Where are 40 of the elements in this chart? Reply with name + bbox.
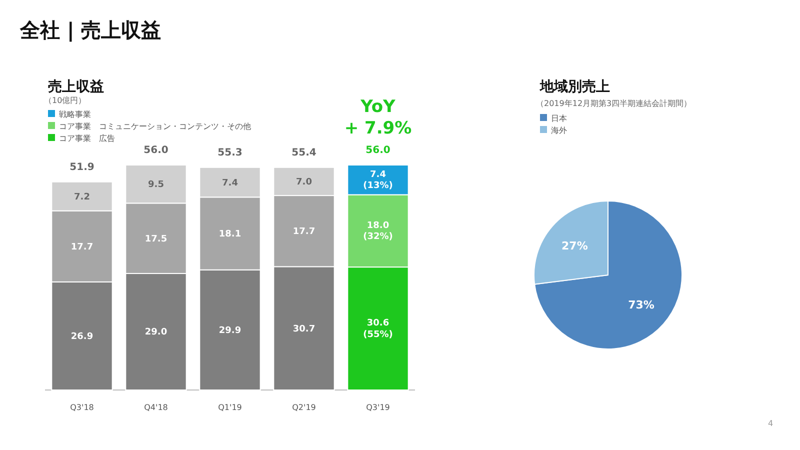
data-label: 73% — [628, 298, 654, 312]
data-label: 27% — [562, 240, 588, 253]
data-label: 7.0 — [296, 177, 312, 188]
legend-label: コア事業 コミュニケーション・コンテンツ・その他 — [59, 122, 251, 131]
data-label: 7.2 — [74, 192, 90, 202]
text: YoY + 7.9% — [344, 97, 412, 138]
total-label: 56.0 — [366, 145, 390, 156]
chart-subtitle: （2019年12月期第3四半期連結会計期間） — [536, 99, 692, 108]
x-tick-label: Q2'19 — [292, 403, 316, 412]
data-label: 9.5 — [148, 180, 164, 190]
legend-label: 日本 — [551, 114, 567, 123]
data-label: 7.4 — [222, 178, 238, 188]
chart-title: 地域別売上 — [539, 79, 610, 95]
x-tick-label: Q1'19 — [218, 403, 242, 412]
legend-label: コア事業 広告 — [59, 134, 115, 143]
data-label: 18.0 (32%) — [363, 220, 393, 242]
x-tick-label: Q3'19 — [366, 403, 390, 412]
data-label: 7.4 (13%) — [363, 170, 393, 192]
data-label: 29.0 — [144, 328, 168, 338]
text: 全社 | 売上収益 — [19, 18, 162, 42]
data-label: 17.7 — [70, 242, 94, 252]
x-tick-label: Q3'18 — [70, 403, 94, 412]
data-label: 30.6 (55%) — [363, 318, 393, 340]
total-label: 51.9 — [70, 162, 94, 173]
data-label: 17.5 — [144, 234, 168, 244]
legend-label: 戦略事業 — [59, 110, 91, 119]
total-label: 56.0 — [144, 145, 168, 156]
data-label: 30.7 — [292, 324, 316, 334]
pie-slice — [534, 200, 682, 350]
chart-subtitle: （10億円） — [44, 96, 86, 105]
text: 4 — [768, 419, 774, 428]
data-label: 29.9 — [218, 326, 242, 336]
total-label: 55.4 — [292, 147, 316, 158]
total-label: 55.3 — [218, 147, 242, 158]
data-label: 18.1 — [218, 230, 242, 240]
x-tick-label: Q4'18 — [144, 403, 168, 412]
legend-label: 海外 — [551, 126, 567, 135]
data-label: 17.7 — [292, 227, 316, 238]
data-label: 26.9 — [70, 332, 94, 342]
chart-title: 売上収益 — [48, 79, 104, 95]
